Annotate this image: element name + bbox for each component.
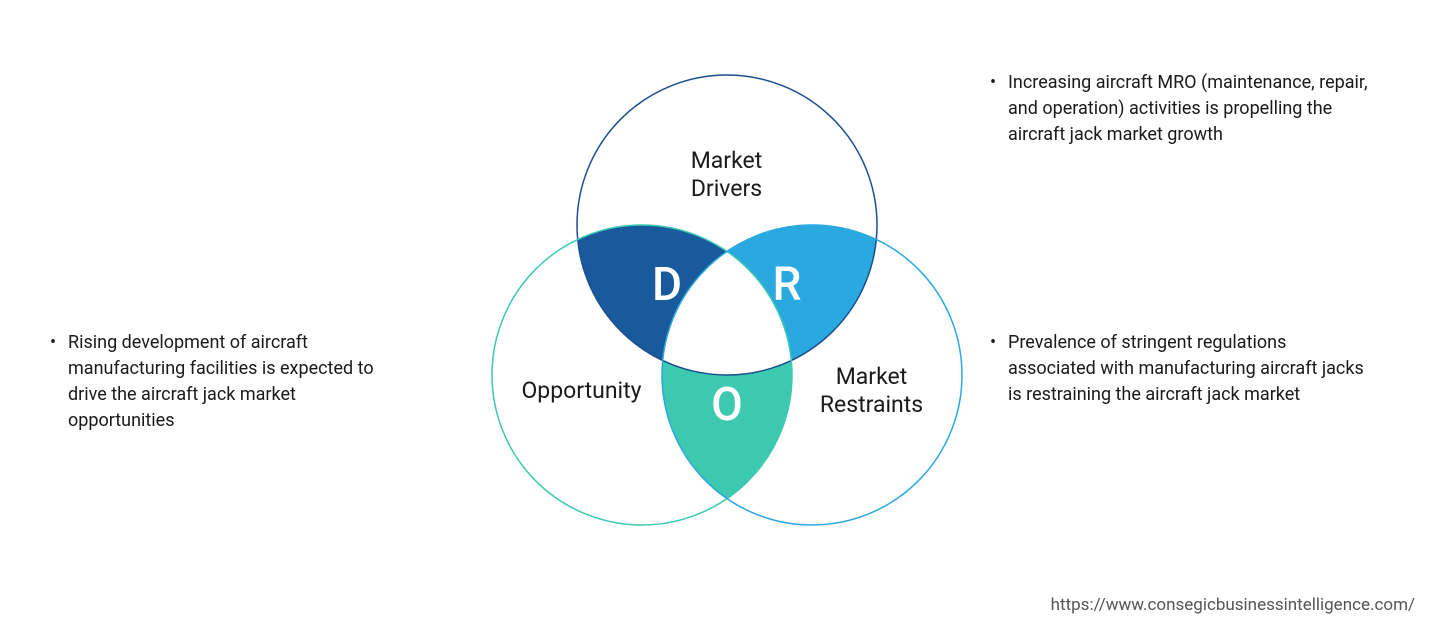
opportunity-text: Rising development of aircraft manufactu… <box>50 330 400 434</box>
venn-diagram: D R O Market Drivers Opportunity Market … <box>447 55 1007 579</box>
drivers-text: Increasing aircraft MRO (maintenance, re… <box>990 70 1370 148</box>
restraints-text: Prevalence of stringent regulations asso… <box>990 330 1370 408</box>
venn-svg: D R O <box>447 55 1007 575</box>
label-top-line1: Market <box>691 147 763 174</box>
label-market-drivers: Market Drivers <box>647 147 807 205</box>
label-right-line2: Restraints <box>820 391 923 418</box>
label-right-line1: Market <box>836 363 908 390</box>
label-opportunity: Opportunity <box>502 377 662 406</box>
label-left-text: Opportunity <box>521 377 641 404</box>
source-url: https://www.consegicbusinessintelligence… <box>1051 595 1415 615</box>
drivers-bullet: Increasing aircraft MRO (maintenance, re… <box>990 70 1370 148</box>
lens-letter-r: R <box>772 258 801 312</box>
restraints-bullet: Prevalence of stringent regulations asso… <box>990 330 1370 408</box>
label-top-line2: Drivers <box>691 175 762 202</box>
lens-letter-o: O <box>711 378 743 432</box>
label-market-restraints: Market Restraints <box>792 363 952 421</box>
opportunity-bullet: Rising development of aircraft manufactu… <box>50 330 400 434</box>
lens-letter-d: D <box>651 258 681 312</box>
